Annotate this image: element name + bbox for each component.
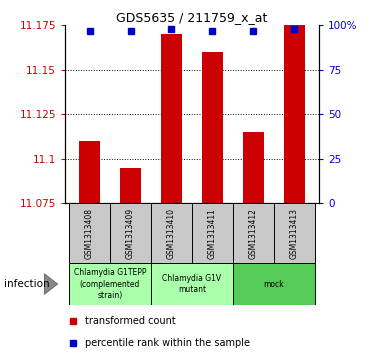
- Text: infection: infection: [4, 279, 49, 289]
- Text: GSM1313408: GSM1313408: [85, 208, 94, 259]
- Bar: [151, 263, 233, 305]
- Bar: [79, 141, 100, 203]
- Bar: [202, 52, 223, 203]
- Text: mock: mock: [264, 280, 284, 289]
- Bar: [120, 168, 141, 203]
- Title: GDS5635 / 211759_x_at: GDS5635 / 211759_x_at: [116, 11, 268, 24]
- Bar: [110, 203, 151, 263]
- Bar: [243, 132, 264, 203]
- Bar: [151, 203, 192, 263]
- Bar: [233, 263, 315, 305]
- Text: percentile rank within the sample: percentile rank within the sample: [85, 338, 250, 348]
- Text: GSM1313411: GSM1313411: [208, 208, 217, 259]
- Bar: [69, 263, 151, 305]
- Text: Chlamydia G1V
mutant: Chlamydia G1V mutant: [162, 274, 221, 294]
- Text: GSM1313413: GSM1313413: [290, 208, 299, 259]
- Bar: [69, 203, 110, 263]
- Text: Chlamydia G1TEPP
(complemented
strain): Chlamydia G1TEPP (complemented strain): [74, 269, 146, 299]
- Text: transformed count: transformed count: [85, 316, 176, 326]
- Text: GSM1313412: GSM1313412: [249, 208, 258, 259]
- Bar: [284, 25, 305, 203]
- Bar: [274, 203, 315, 263]
- Bar: [192, 203, 233, 263]
- Text: GSM1313409: GSM1313409: [126, 208, 135, 259]
- Bar: [233, 203, 274, 263]
- Bar: [161, 34, 182, 203]
- Text: GSM1313410: GSM1313410: [167, 208, 176, 259]
- Polygon shape: [45, 274, 58, 294]
